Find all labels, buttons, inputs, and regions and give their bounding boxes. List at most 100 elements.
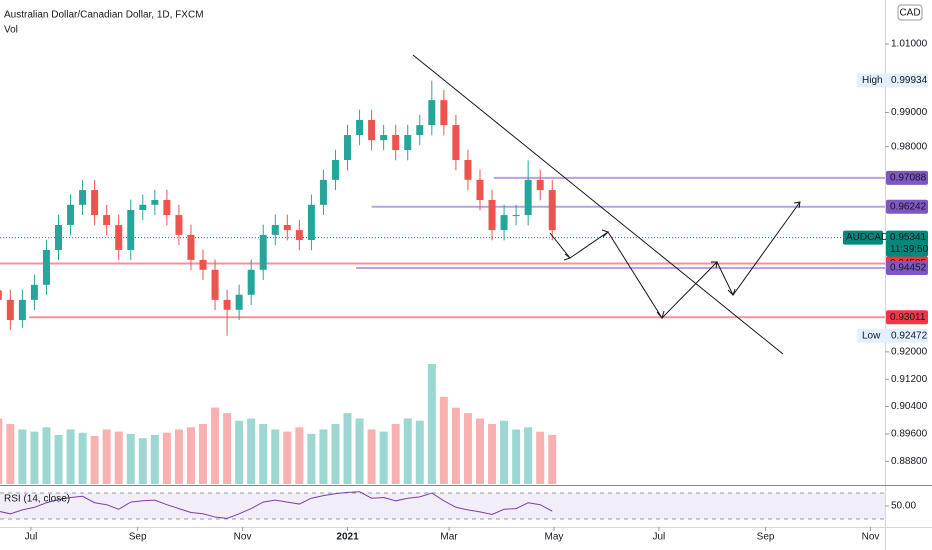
countdown-label: 11:39:50 [890,244,929,255]
currency[interactable]: CAD [899,8,920,19]
symbol-tag [843,230,883,245]
candle-body [79,190,87,205]
candle-body [163,200,171,216]
candle-body [512,215,520,217]
volume-bar [475,418,484,484]
candle-body [115,224,123,250]
price-tag-label: 0.94452 [890,263,927,274]
price-tag-label: 0.93011 [890,312,926,323]
price-tag [886,199,928,214]
candle-body [548,190,556,231]
candle-body [428,100,436,126]
candle-body [283,224,291,231]
volume-bar [391,424,400,484]
x-tick-label: Sep [129,532,147,543]
candle-body [223,299,231,310]
volume-bar [235,420,244,484]
volume-bar [102,429,111,484]
candle-body [42,249,50,285]
volume-bar [0,418,3,484]
candle-body [0,290,2,300]
marker-label: Low [862,330,881,341]
volume-bar [295,427,304,484]
marker-tag [857,73,928,88]
volume-bar [211,407,220,484]
price-tag [886,261,928,276]
candle-body [6,299,14,321]
last-price-label: 0.95341 [890,232,927,243]
candle-body [524,179,532,216]
candle-body [500,215,508,231]
x-tick-label: Jul [653,532,666,543]
volume-bar [150,434,159,484]
volume-bar [126,433,135,484]
price-tag-label: 0.97088 [890,172,927,183]
volume-bar [403,418,412,484]
chart-title: Australian Dollar/Canadian Dollar, 1D, F… [4,10,204,21]
currency-box[interactable] [897,4,923,21]
candle-body [416,125,424,136]
volume-bar [271,429,280,484]
y-tick-label: 1.01000 [891,39,928,50]
arrow-head [563,253,572,261]
rsi-tick-label: 50.00 [891,501,916,512]
candle-body [271,224,279,235]
candle-body [54,224,62,250]
y-tick-label: 0.91200 [891,374,928,385]
marker-value: 0.99934 [891,75,928,86]
candle-body [175,215,183,235]
volume-bar [199,424,208,484]
candle-body [536,179,544,191]
volume-bar [283,431,292,484]
volume-bar [307,433,316,484]
candle-body [139,204,147,210]
candle-body [356,119,364,136]
y-tick-label: 0.99000 [891,107,928,118]
volume-bar [186,427,195,484]
volume-bar [355,418,364,484]
volume-bar [78,432,87,484]
candle-body [319,179,327,205]
arrow-head [793,201,801,209]
x-tick-label: May [545,532,564,543]
price-tag [886,310,928,325]
volume-label: Vol [4,25,18,36]
price-tag-label: 0.96242 [890,201,927,212]
x-tick-label: Mar [440,532,458,543]
arrow-head [656,310,665,320]
candle-body [199,259,207,270]
candle-body [295,230,303,241]
arrow-head [711,261,718,269]
candle-body [380,135,388,141]
rsi-line [0,491,553,519]
candle-body [103,215,111,225]
candle-body [331,159,339,180]
x-tick-label: Nov [862,532,880,543]
candle-body [488,200,496,231]
candle-body [30,284,38,300]
volume-bar [427,364,436,484]
volume-bar [223,413,232,484]
candle-body [151,200,159,205]
candle-body [368,119,376,141]
volume-bar [488,424,497,484]
y-tick-label: 0.98000 [891,141,928,152]
candle-body [404,135,412,151]
candle-body [247,269,255,295]
volume-bar [66,429,75,484]
candle-body [187,234,195,260]
volume-bar [319,429,328,484]
candle-body [307,204,315,241]
volume-bar [548,434,557,484]
volume-bar [259,424,268,484]
volume-bar [379,431,388,484]
x-tick-label: 2021 [336,532,359,543]
candle-body [259,234,267,270]
volume-bar [463,413,472,484]
candle-body [91,190,99,216]
volume-bar [331,424,340,484]
volume-bar [42,427,51,484]
candle-body [440,100,448,126]
